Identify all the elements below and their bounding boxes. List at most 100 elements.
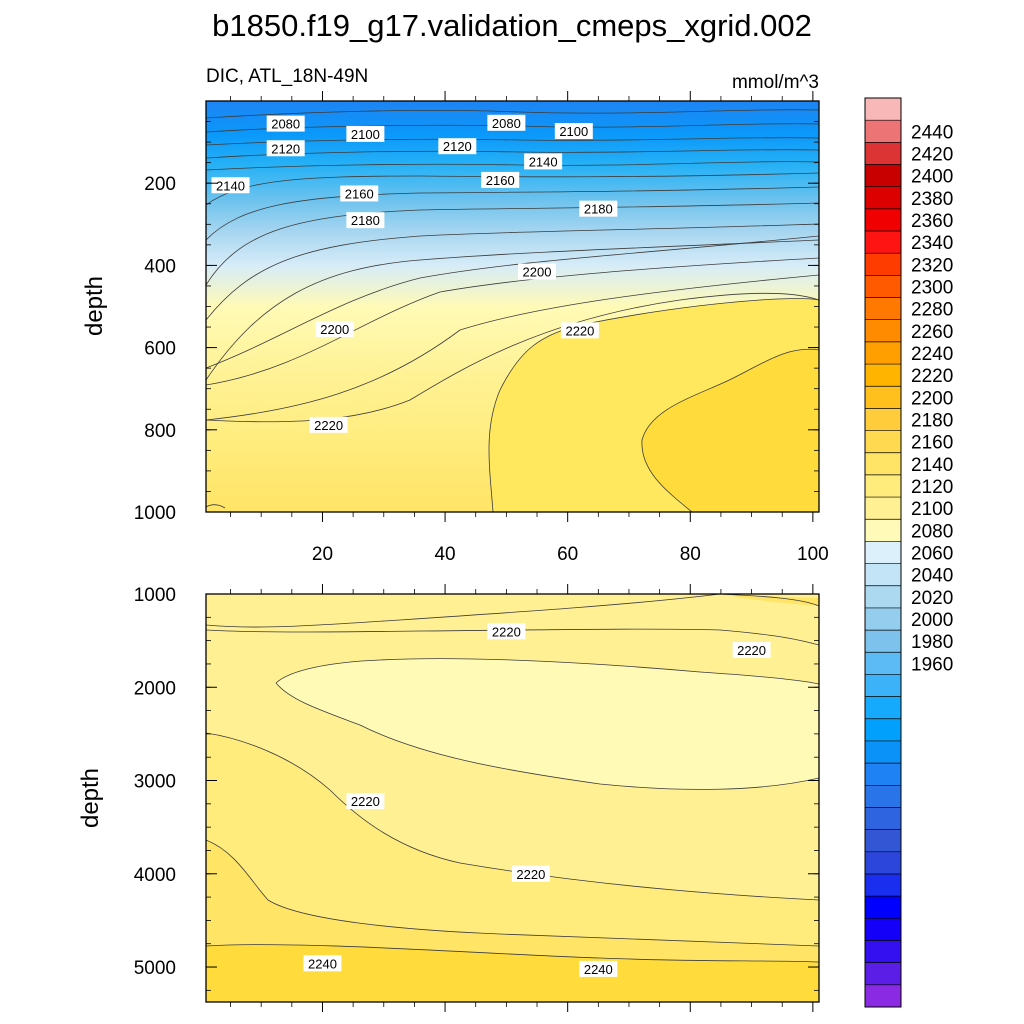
colorbar-swatch (865, 386, 901, 409)
colorbar-swatch (865, 120, 901, 143)
contour-label-bg (554, 123, 593, 140)
colorbar-swatch (865, 696, 901, 720)
contour-label-bg (732, 641, 771, 658)
contour-label-bg (303, 955, 342, 972)
contour-label: 2220 (351, 794, 380, 809)
colorbar-label: 2200 (911, 388, 953, 409)
lower-y-tick-label: 2000 (134, 678, 176, 699)
colorbar-label: 2360 (911, 211, 953, 232)
contour-label: 2200 (320, 322, 349, 337)
contour-label: 2120 (271, 141, 300, 156)
colorbar-label: 2060 (911, 544, 953, 565)
colorbar-swatch (865, 851, 901, 875)
contour-label-bg (560, 322, 599, 339)
upper-contour-lines (206, 109, 819, 512)
colorbar-label: 2240 (911, 344, 953, 365)
lower-contour-lines (206, 594, 819, 963)
upper-band-2250 (641, 349, 819, 512)
upper-y-tick-label: 600 (144, 339, 176, 360)
contour-label-bg (481, 171, 520, 188)
colorbar-swatch (865, 541, 901, 564)
upper-variable-label: DIC, ATL_18N-49N (206, 66, 368, 87)
contour-label-bg (266, 115, 305, 132)
colorbar-label: 2020 (911, 588, 953, 609)
colorbar-swatch (865, 652, 901, 675)
contour-label: 2220 (737, 643, 766, 658)
colorbar-label: 2080 (911, 521, 953, 542)
contour-label-bg (579, 200, 618, 217)
upper-x-tick-label: 60 (557, 544, 578, 565)
colorbar-swatch (865, 186, 901, 210)
contour-label-bg (438, 138, 477, 155)
colorbar-swatch (865, 785, 901, 808)
colorbar-label: 2120 (911, 477, 953, 498)
colorbar-swatch (865, 585, 901, 609)
colorbar-swatch (865, 807, 901, 831)
lower-y-tick-label: 4000 (134, 865, 176, 886)
chart-title: b1850.f19_g17.validation_cmeps_xgrid.002 (212, 8, 812, 43)
upper-axes: 200 400 600 800 1000 20 40 60 80 100 (134, 91, 829, 565)
colorbar-label: 2220 (911, 366, 953, 387)
contour-label-bg (487, 114, 526, 131)
contour-label-bg (518, 263, 557, 280)
contour-label: 2180 (351, 213, 380, 228)
lower-band-2250 (206, 944, 819, 1002)
contour-label: 2100 (351, 127, 380, 142)
contour-label: 2220 (516, 867, 545, 882)
contour-label: 2160 (345, 186, 374, 201)
contour-label-bg (524, 153, 563, 170)
contour-label: 2100 (559, 124, 588, 139)
colorbar-swatch (865, 896, 901, 919)
contour-label-bg (266, 140, 305, 157)
colorbar-swatch (865, 98, 901, 121)
contour-label-bg (211, 177, 250, 194)
colorbar-label: 2100 (911, 499, 953, 520)
contour-label-bg (511, 865, 550, 882)
upper-y-tick-label: 200 (144, 174, 176, 195)
colorbar-label: 2400 (911, 167, 953, 188)
contour-label-bg (346, 212, 385, 229)
contour-label: 2220 (492, 624, 521, 639)
contour-label: 2220 (565, 323, 594, 338)
colorbar-label: 2340 (911, 233, 953, 254)
colorbar-label: 2320 (911, 255, 953, 276)
upper-x-tick-label: 40 (434, 544, 455, 565)
lower-y-tick-label: 5000 (134, 958, 176, 979)
contour-label: 2160 (486, 173, 515, 188)
colorbar-swatch (865, 873, 901, 897)
contour-label: 2240 (308, 956, 337, 971)
colorbar-swatch (865, 630, 901, 653)
upper-x-tick-label: 80 (680, 544, 701, 565)
contour-label: 2220 (314, 418, 343, 433)
colorbar-label: 2440 (911, 122, 953, 143)
colorbar-swatch (865, 408, 901, 431)
contour-label-bg (579, 960, 618, 977)
lower-panel: 2220 2220 2220 2220 2240 2240 1000 2000 3000 400… (77, 584, 820, 1012)
colorbar-swatch (865, 918, 901, 941)
lower-band-2210 (276, 658, 819, 790)
colorbar-swatch (865, 497, 901, 520)
colorbar-label: 2260 (911, 322, 953, 343)
contour-label-bg (340, 185, 379, 202)
upper-y-tick-label: 1000 (134, 503, 176, 524)
colorbar-swatch (865, 319, 901, 343)
contour-label-bg (315, 321, 354, 338)
lower-contour-labels: 2220 2220 2220 2220 2240 2240 (303, 623, 771, 977)
colorbar-swatch (865, 607, 901, 631)
lower-y-tick-label: 1000 (134, 585, 176, 606)
colorbar-swatch (865, 563, 901, 587)
contour-label: 2080 (271, 117, 300, 132)
lower-plot-frame (205, 593, 820, 1003)
colorbar-swatch (865, 231, 901, 254)
colorbar-swatch (865, 718, 901, 742)
contour-label-bg (346, 793, 385, 810)
colorbar-swatch (865, 962, 901, 986)
contour-label: 2080 (492, 116, 521, 131)
colorbar-swatch (865, 763, 901, 786)
colorbar-label: 2180 (911, 410, 953, 431)
upper-y-axis-label: depth (81, 276, 108, 336)
colorbar-frame (864, 97, 902, 1008)
contour-label: 2140 (529, 154, 558, 169)
colorbar-label: 2160 (911, 433, 953, 454)
